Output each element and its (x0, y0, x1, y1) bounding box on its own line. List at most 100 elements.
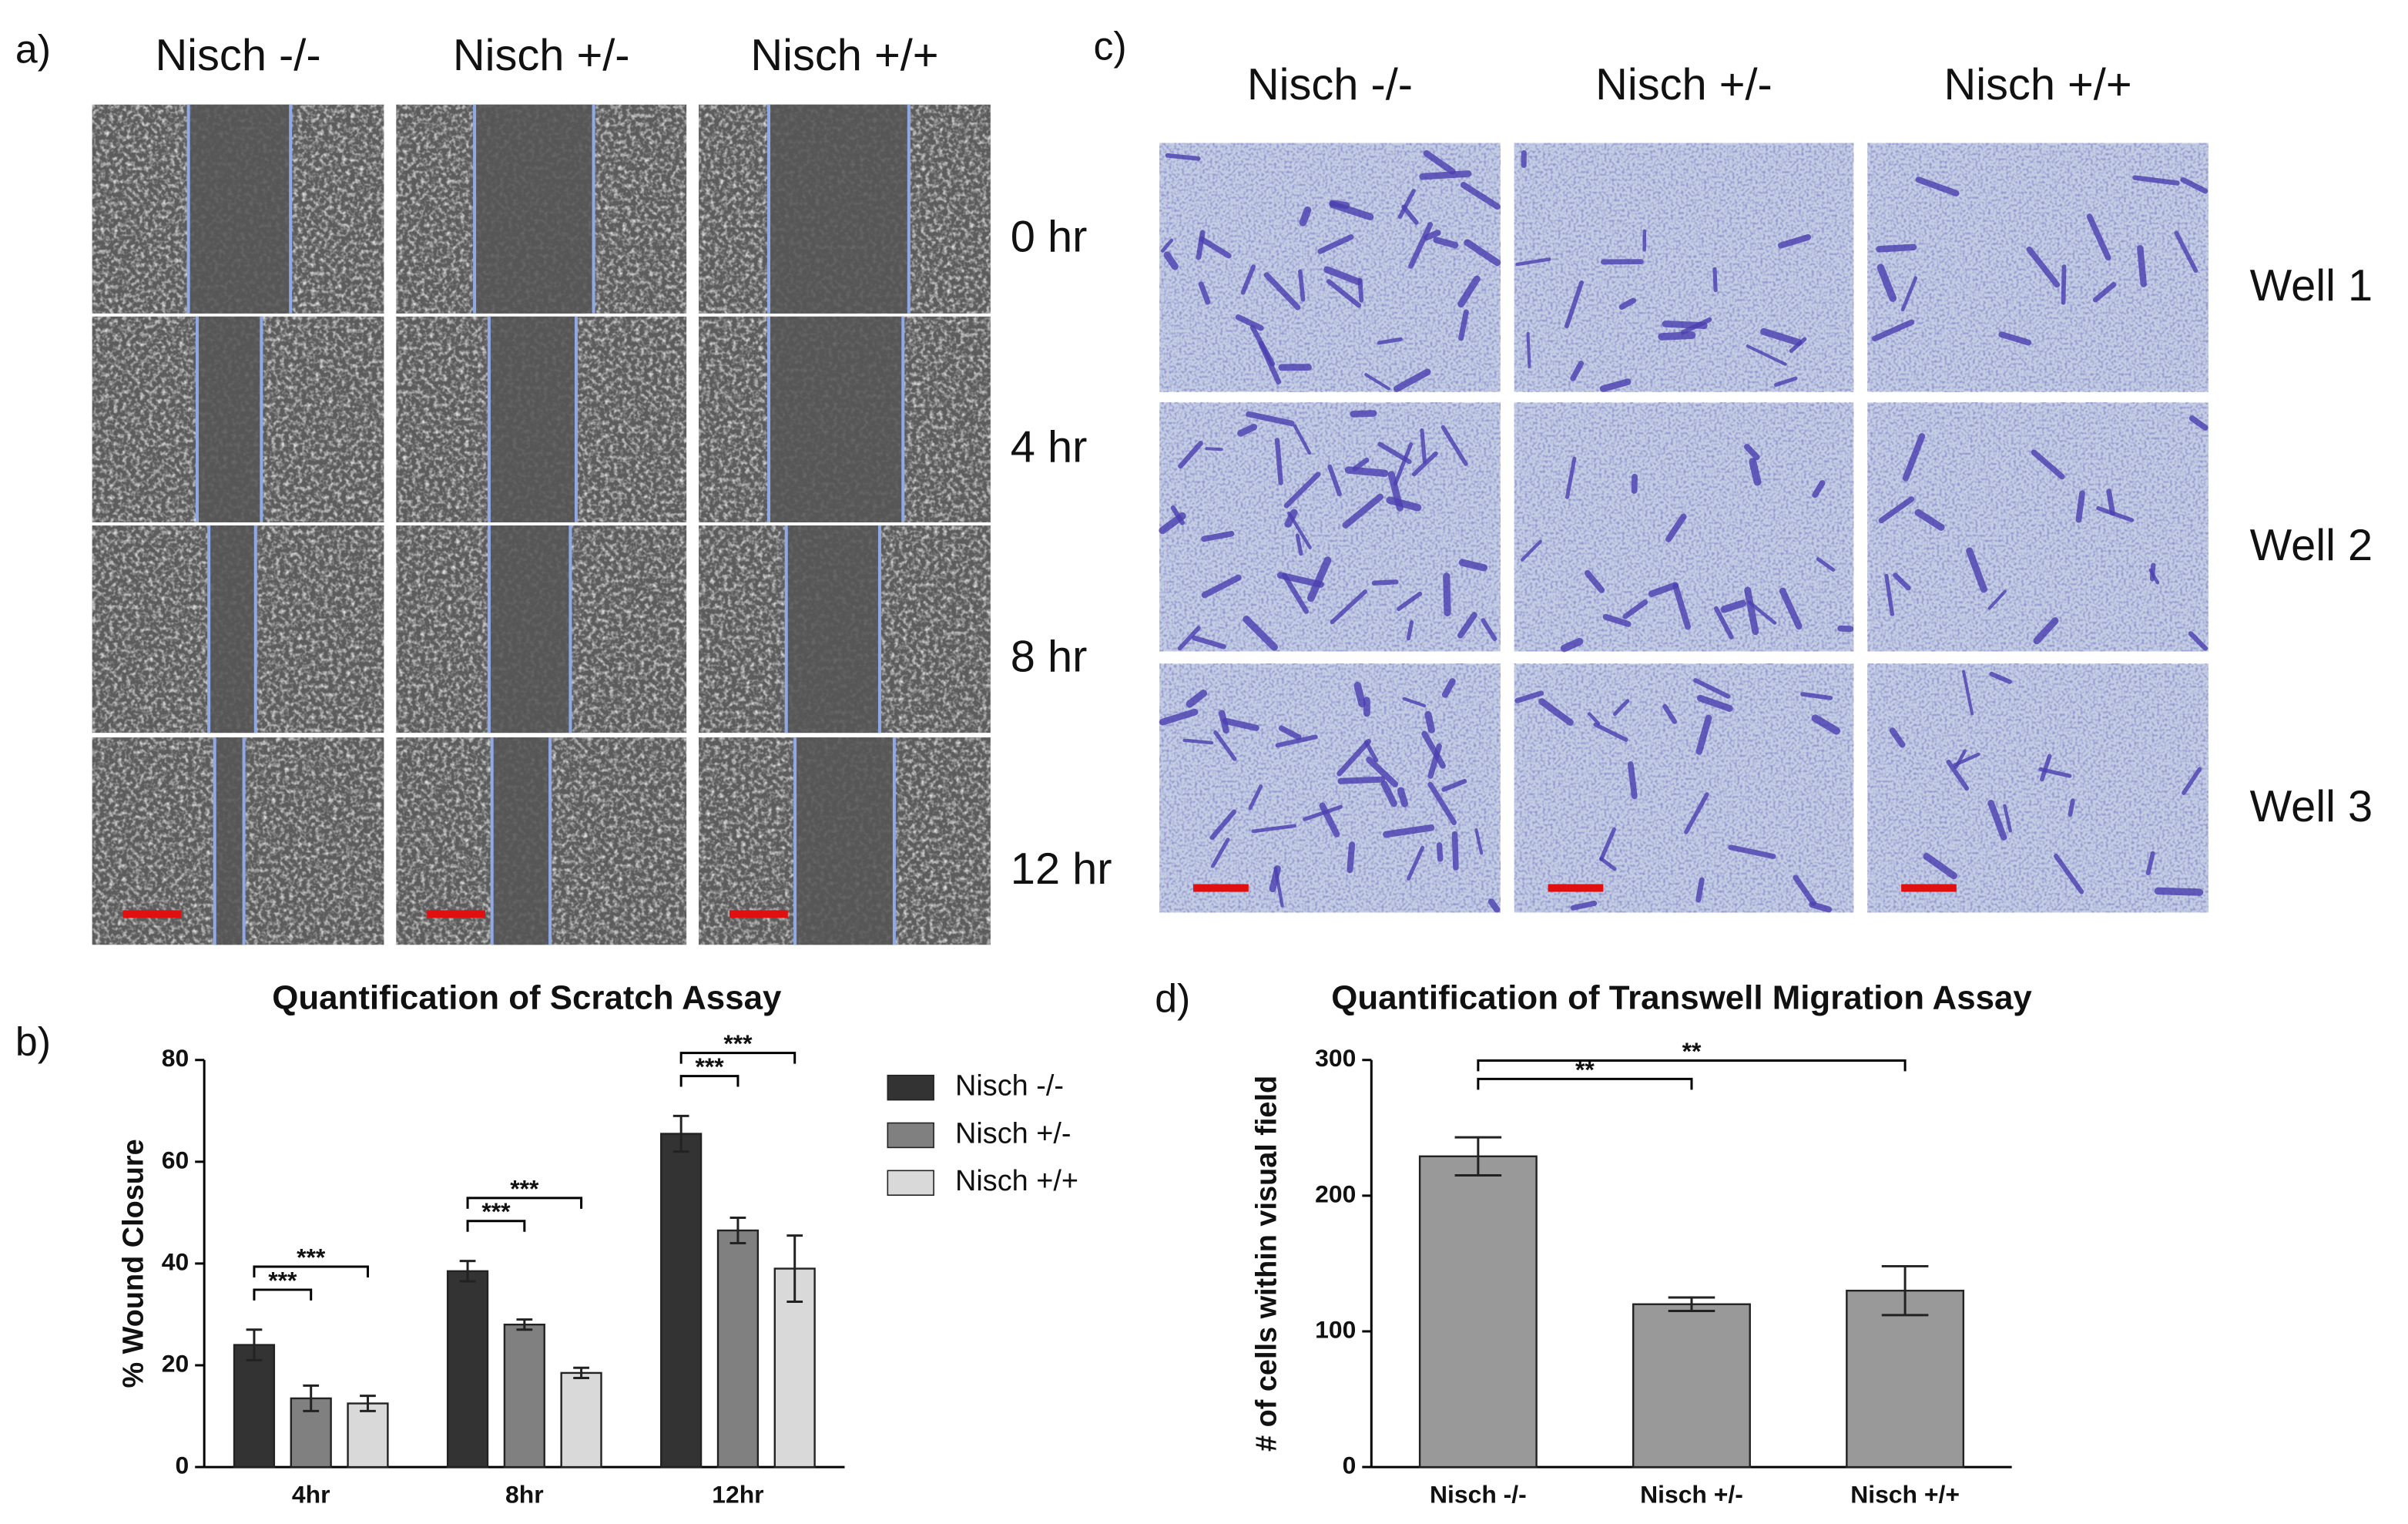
bar (716, 1229, 760, 1469)
error-bar (1881, 1264, 1929, 1317)
scratch-gap (209, 525, 256, 733)
panel-label: d) (1155, 976, 1190, 1021)
bar (347, 1402, 389, 1469)
error-bar (1668, 1296, 1715, 1313)
cell (1408, 222, 1434, 269)
row-label: 8 hr (1011, 633, 1088, 682)
cell (1293, 424, 1311, 455)
cell (1186, 690, 1208, 708)
cell (1165, 153, 1201, 161)
cell (1397, 591, 1423, 612)
significance-label: *** (268, 1266, 297, 1294)
cell (1201, 531, 1235, 542)
cell (1249, 324, 1276, 367)
cell (1774, 376, 1798, 388)
cell (1460, 182, 1501, 210)
y-axis-label: % Wound Closure (117, 1139, 149, 1388)
cell (1749, 458, 1762, 486)
cell (1323, 266, 1362, 286)
micrograph-texture (1867, 402, 2208, 652)
cell (1178, 441, 1203, 469)
row-label: 4 hr (1011, 423, 1088, 472)
cell (1222, 717, 1259, 731)
cell (1366, 756, 1399, 787)
cell (2154, 887, 2204, 896)
bar (446, 1270, 489, 1469)
cell (1287, 511, 1312, 549)
cell (1876, 243, 1917, 253)
cell (1778, 233, 1812, 249)
cell (1235, 314, 1264, 331)
row-label: Well 1 (2250, 261, 2373, 311)
micrograph-texture (1159, 402, 1501, 652)
cell (1344, 466, 1389, 478)
cell (2092, 281, 2117, 303)
legend-swatch (887, 1074, 934, 1101)
panel-label: a) (15, 27, 51, 72)
legend-label: Nisch -/- (955, 1070, 1064, 1103)
cell (1587, 712, 1601, 726)
cell (1192, 635, 1226, 650)
cell (1599, 857, 1617, 871)
cell (1962, 670, 1974, 716)
cell (1397, 189, 1416, 219)
cell (1421, 730, 1446, 769)
column-label: Nisch -/- (155, 31, 320, 80)
cell (1966, 547, 1987, 593)
cell (2096, 505, 2135, 522)
cell (1170, 505, 1185, 525)
cell (1954, 749, 1967, 770)
scratch-gap (475, 104, 594, 314)
cell (2106, 488, 2115, 516)
cell (1211, 838, 1230, 868)
x-tick-label: 12hr (712, 1480, 763, 1508)
cell (1900, 276, 1918, 312)
error-bar (729, 1216, 746, 1244)
cell (1760, 327, 1803, 347)
cell (1451, 831, 1459, 871)
cell (2040, 754, 2052, 782)
cell (1299, 206, 1312, 227)
cell (1411, 451, 1438, 477)
cell (2086, 213, 2111, 261)
significance-bracket (466, 1197, 583, 1209)
cell (1728, 844, 1776, 859)
cell (1440, 425, 1468, 466)
bar (1846, 1289, 1965, 1469)
cell (1458, 559, 1488, 572)
cell (1515, 257, 1551, 267)
cell (1876, 264, 1897, 302)
cell (1198, 281, 1211, 305)
error-bar (303, 1384, 320, 1412)
error-bar (786, 1234, 803, 1303)
cell (1423, 230, 1441, 241)
cell (2038, 767, 2072, 778)
cell (1424, 710, 1435, 733)
cell (1377, 337, 1403, 345)
cell (1648, 582, 1679, 597)
significance-bracket (253, 1288, 313, 1301)
error-bar (573, 1366, 589, 1380)
bar (1632, 1303, 1751, 1469)
cell (1526, 331, 1531, 368)
cell (1163, 251, 1179, 270)
scratch-gap (488, 525, 571, 733)
cell (1812, 480, 1826, 498)
cell (1884, 573, 1895, 616)
panel-label: b) (15, 1019, 51, 1064)
cell (1319, 802, 1340, 838)
cell (1695, 877, 1705, 903)
significance-bracket (1477, 1059, 1907, 1072)
legend-label: Nisch +/+ (955, 1165, 1078, 1197)
cell (1248, 784, 1263, 811)
chart-title: Quantification of Transwell Migration As… (1331, 979, 2032, 1017)
bar (290, 1397, 332, 1469)
cell (1347, 841, 1356, 874)
cell (1989, 671, 2012, 684)
cell (1871, 319, 1915, 342)
cell (1317, 234, 1354, 254)
cell (1427, 781, 1457, 826)
cell (1593, 722, 1628, 742)
cell (1306, 556, 1332, 603)
cell (1380, 780, 1397, 807)
